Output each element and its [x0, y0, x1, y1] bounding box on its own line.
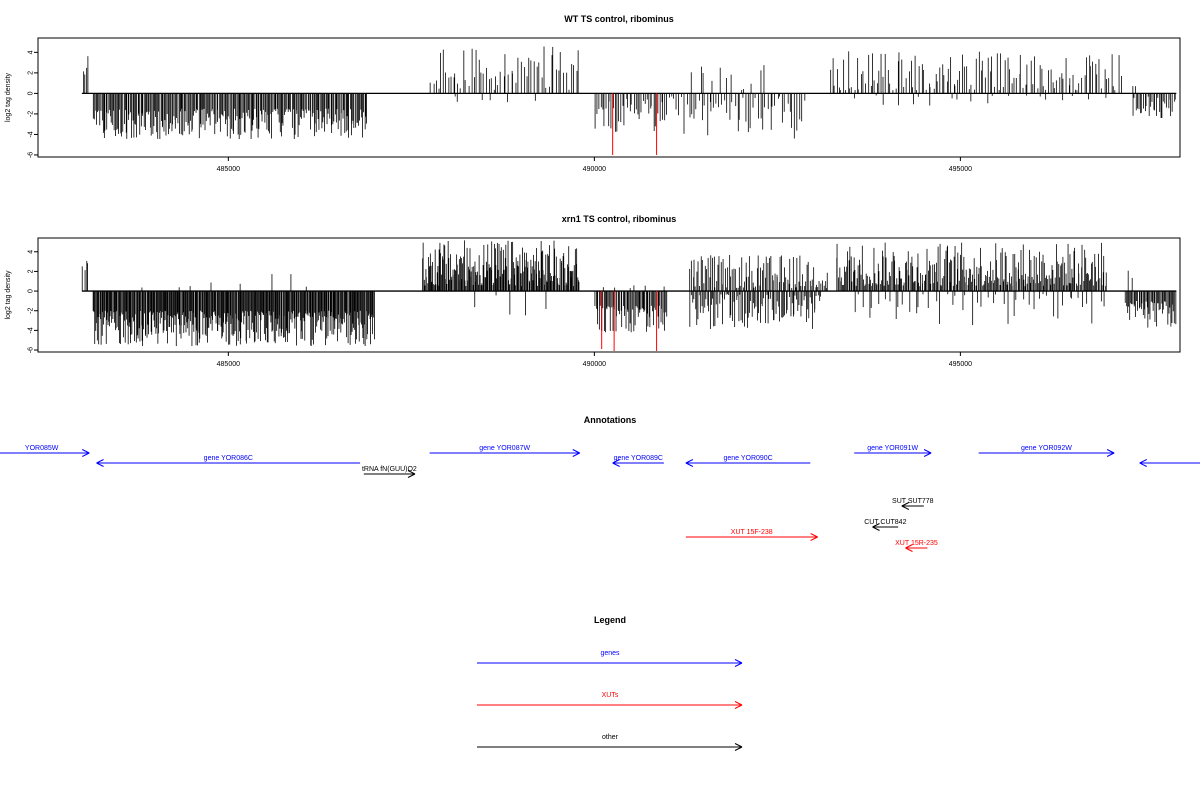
- x-tick-label: 485000: [217, 166, 240, 173]
- arrow-head: [96, 459, 104, 464]
- legend: Legend genes XUTs other: [477, 615, 743, 751]
- feature-label: XUT 15R-235: [895, 540, 938, 547]
- arrow-head: [872, 523, 880, 528]
- legend-item: genes: [477, 650, 743, 667]
- y-tick-label: -4: [27, 131, 34, 137]
- arrow-head: [923, 452, 932, 457]
- arrow-head: [1106, 449, 1115, 454]
- annotation-feature: XUT 15R-235: [895, 540, 938, 552]
- arrow-head: [923, 449, 932, 454]
- x-tick-label: 490000: [583, 361, 606, 368]
- y-tick-label: -6: [27, 152, 34, 158]
- y-axis-label: log2 tag density: [5, 270, 12, 320]
- y-tick-label: 0: [27, 91, 34, 95]
- arrow-head: [407, 470, 416, 475]
- feature-label: SUT SUT778: [892, 498, 934, 505]
- annotation-feature: gene YOR089C: [612, 455, 664, 467]
- y-axis-label: log2 tag density: [5, 72, 12, 122]
- legend-item: other: [477, 734, 743, 751]
- plot-frame: [37, 37, 1181, 158]
- y-tick-label: 2: [27, 269, 34, 273]
- arrow-head: [96, 462, 104, 467]
- arrow-head: [572, 452, 580, 457]
- x-tick-label: 495000: [949, 361, 972, 368]
- y-tick-label: -2: [27, 308, 34, 314]
- track-panel-1: WT TS control, ribominus log2 tag density…: [5, 14, 1181, 173]
- arrow-head: [734, 704, 743, 709]
- arrow-head: [905, 544, 913, 549]
- annotation-feature: SUT SUT778: [892, 498, 934, 510]
- feature-label: gene YOR086C: [204, 455, 253, 462]
- arrow-head: [734, 743, 743, 748]
- arrow-head: [734, 659, 743, 664]
- coverage-bars: [83, 46, 1176, 155]
- arrow-head: [572, 449, 580, 454]
- annotation-feature: YOR085W: [0, 445, 90, 457]
- x-tick-label: 495000: [949, 166, 972, 173]
- arrow-head: [82, 452, 90, 457]
- y-tick-label: 0: [27, 289, 34, 293]
- annotation-feature: gene YOR091W: [854, 445, 932, 457]
- coverage-bars: [81, 240, 1177, 352]
- legend-item: XUTs: [477, 692, 743, 709]
- arrow-head: [810, 536, 818, 541]
- legend-label: XUTs: [602, 692, 619, 699]
- feature-label: gene YOR091W: [867, 445, 918, 452]
- legend-label: other: [602, 734, 619, 741]
- annotations-panel: Annotations YOR085W gene YOR086C tRNA fN(GU…: [0, 415, 1200, 552]
- y-tick-label: 4: [27, 50, 34, 54]
- annotations-title: Annotations: [584, 415, 637, 425]
- arrow-head: [734, 701, 743, 706]
- arrow-head: [82, 449, 90, 454]
- annotation-feature: CUT CUT842: [864, 519, 907, 531]
- feature-label: gene YOR089C: [614, 455, 663, 462]
- annotation-feature: gene YOR092W: [978, 445, 1115, 457]
- arrow-head: [685, 462, 694, 467]
- arrow-head: [872, 526, 880, 531]
- panel-title: WT TS control, ribominus: [564, 14, 674, 24]
- arrow-head: [1139, 459, 1147, 464]
- annotation-feature: [1139, 459, 1200, 467]
- feature-label: CUT CUT842: [864, 519, 906, 526]
- feature-label: XUT 15F-238: [731, 529, 773, 536]
- y-tick-label: 2: [27, 71, 34, 75]
- legend-title: Legend: [594, 615, 626, 625]
- y-tick-label: -6: [27, 347, 34, 353]
- arrow-head: [407, 473, 416, 478]
- arrow-head: [612, 462, 620, 467]
- arrow-head: [612, 459, 620, 464]
- arrow-head: [1139, 462, 1147, 467]
- annotation-feature: gene YOR086C: [96, 455, 361, 467]
- x-tick-label: 485000: [217, 361, 240, 368]
- annotation-feature: XUT 15F-238: [685, 529, 818, 541]
- annotation-feature: gene YOR087W: [429, 445, 580, 457]
- annotation-feature: tRNA fN(GUU)O2: [362, 466, 417, 478]
- feature-label: tRNA fN(GUU)O2: [362, 466, 417, 473]
- y-tick-label: -4: [27, 327, 34, 333]
- arrow-head: [901, 505, 910, 510]
- arrow-head: [734, 662, 743, 667]
- arrow-head: [901, 502, 910, 507]
- panel-title: xrn1 TS control, ribominus: [562, 214, 677, 224]
- arrow-head: [810, 533, 818, 538]
- legend-label: genes: [600, 650, 620, 657]
- y-tick-label: 4: [27, 250, 34, 254]
- feature-label: YOR085W: [25, 445, 59, 452]
- plot-frame: [37, 237, 1181, 353]
- arrow-head: [1106, 452, 1115, 457]
- feature-label: gene YOR092W: [1021, 445, 1072, 452]
- feature-label: gene YOR087W: [479, 445, 530, 452]
- arrow-head: [685, 459, 694, 464]
- y-tick-label: -2: [27, 111, 34, 117]
- arrow-head: [734, 746, 743, 751]
- arrow-head: [905, 547, 913, 552]
- annotation-feature: gene YOR090C: [685, 455, 811, 467]
- track-panel-2: xrn1 TS control, ribominus log2 tag densi…: [5, 214, 1181, 368]
- feature-label: gene YOR090C: [723, 455, 772, 462]
- x-tick-label: 490000: [583, 166, 606, 173]
